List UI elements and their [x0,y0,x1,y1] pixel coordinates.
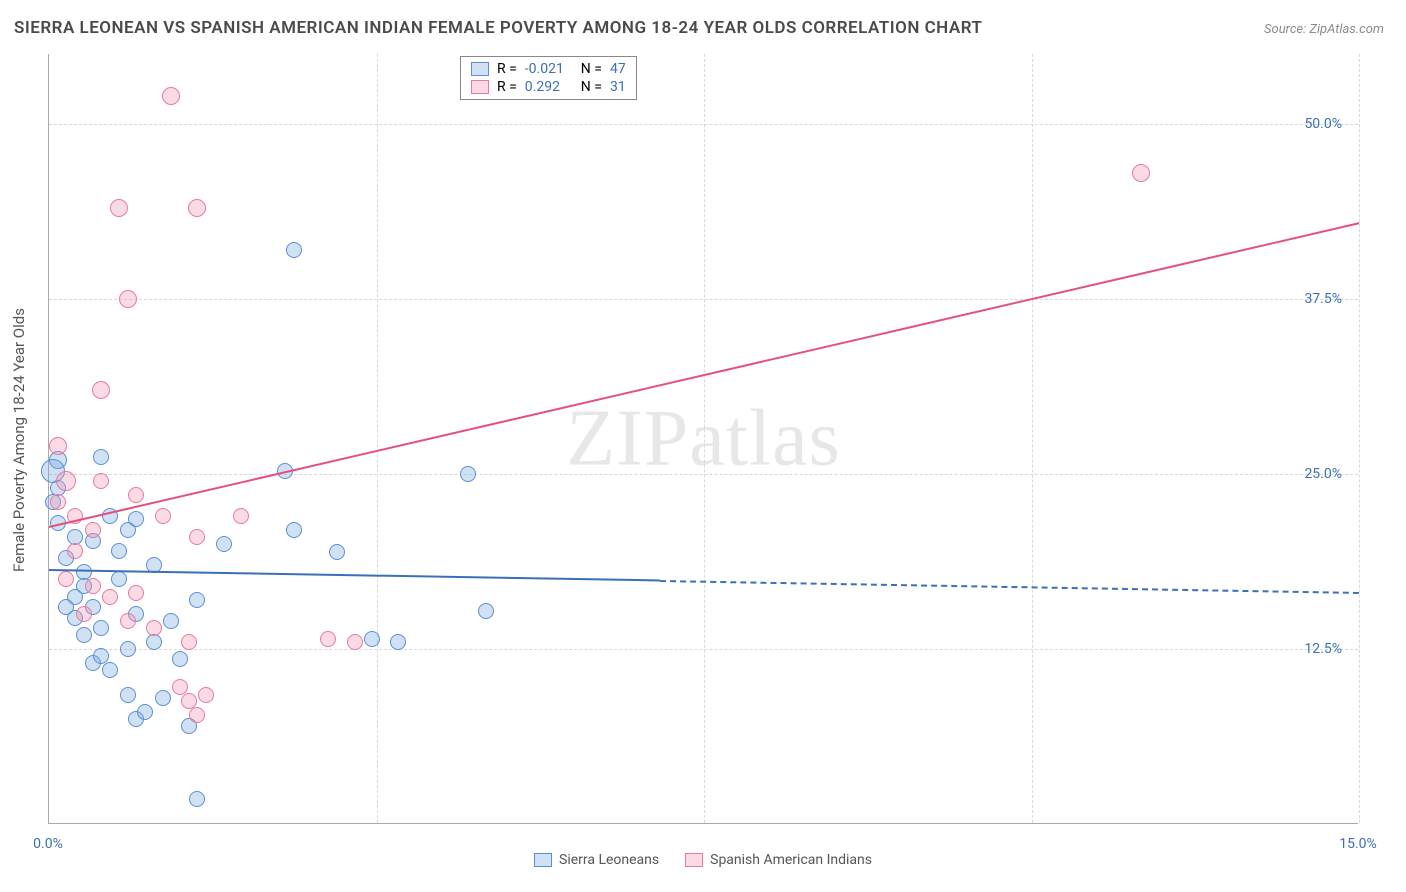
data-point [50,494,66,510]
data-point [181,634,197,650]
data-point [347,634,363,650]
data-point [76,606,92,622]
r-value: -0.021 [525,61,573,77]
gridline-vertical [377,54,378,823]
data-point [58,571,74,587]
legend-swatch [685,853,703,867]
legend-swatch [471,62,489,76]
data-point [172,679,188,695]
data-point [93,449,109,465]
correlation-chart: SIERRA LEONEAN VS SPANISH AMERICAN INDIA… [0,0,1406,892]
data-point [92,381,110,399]
data-point [155,690,171,706]
data-point [286,242,302,258]
n-value: 31 [610,79,626,95]
data-point [188,199,206,217]
data-point [128,585,144,601]
data-point [146,634,162,650]
legend-label: Spanish American Indians [710,852,872,868]
data-point [146,620,162,636]
data-point [155,508,171,524]
data-point [189,529,205,545]
y-tick-label: 25.0% [1304,466,1342,482]
data-point [85,578,101,594]
gridline-vertical [1359,54,1360,823]
gridline-vertical [704,54,705,823]
legend-stat-row: R = -0.021 N = 47 [471,60,626,78]
data-point [162,87,180,105]
data-point [120,687,136,703]
data-point [198,687,214,703]
r-label: R = [497,61,517,77]
data-point [119,290,137,308]
data-point [163,613,179,629]
gridline-vertical [1032,54,1033,823]
data-point [56,471,76,491]
data-point [102,662,118,678]
legend-swatch [534,853,552,867]
r-label: R = [497,79,517,95]
data-point [216,536,232,552]
data-point [233,508,249,524]
data-point [460,466,476,482]
data-point [364,631,380,647]
data-point [111,543,127,559]
x-tick-label: 0.0% [33,836,63,852]
data-point [478,603,494,619]
legend-label: Sierra Leoneans [559,852,659,868]
x-tick-label: 15.0% [1339,836,1377,852]
trend-line [49,569,660,581]
data-point [390,634,406,650]
plot-area: ZIPatlas 12.5%25.0%37.5%50.0% [48,54,1358,824]
data-point [189,592,205,608]
data-point [120,613,136,629]
data-point [49,437,67,455]
data-point [172,651,188,667]
legend-item: Spanish American Indians [685,852,872,868]
data-point [128,487,144,503]
data-point [120,641,136,657]
data-point [93,648,109,664]
data-point [93,473,109,489]
data-point [110,199,128,217]
source-attribution: Source: ZipAtlas.com [1264,22,1384,37]
y-axis-label: Female Poverty Among 18-24 Year Olds [10,308,28,572]
trend-line [660,580,1359,594]
legend-swatch [471,80,489,94]
data-point [189,791,205,807]
legend-stat-row: R = 0.292 N = 31 [471,78,626,96]
data-point [1132,164,1150,182]
data-point [93,620,109,636]
data-point [102,589,118,605]
y-tick-label: 37.5% [1304,291,1342,307]
data-point [329,544,345,560]
data-point [58,599,74,615]
data-point [67,543,83,559]
data-point [137,704,153,720]
y-tick-label: 12.5% [1304,641,1342,657]
legend-item: Sierra Leoneans [534,852,659,868]
n-value: 47 [610,61,626,77]
data-point [320,631,336,647]
data-point [128,511,144,527]
data-point [76,627,92,643]
chart-title: SIERRA LEONEAN VS SPANISH AMERICAN INDIA… [14,18,982,38]
data-point [189,707,205,723]
legend-series: Sierra Leoneans Spanish American Indians [534,852,872,868]
data-point [286,522,302,538]
data-point [111,571,127,587]
legend-stats-box: R = -0.021 N = 47 R = 0.292 N = 31 [460,56,637,100]
data-point [85,522,101,538]
n-label: N = [581,79,602,95]
n-label: N = [581,61,602,77]
r-value: 0.292 [525,79,573,95]
y-tick-label: 50.0% [1304,116,1342,132]
